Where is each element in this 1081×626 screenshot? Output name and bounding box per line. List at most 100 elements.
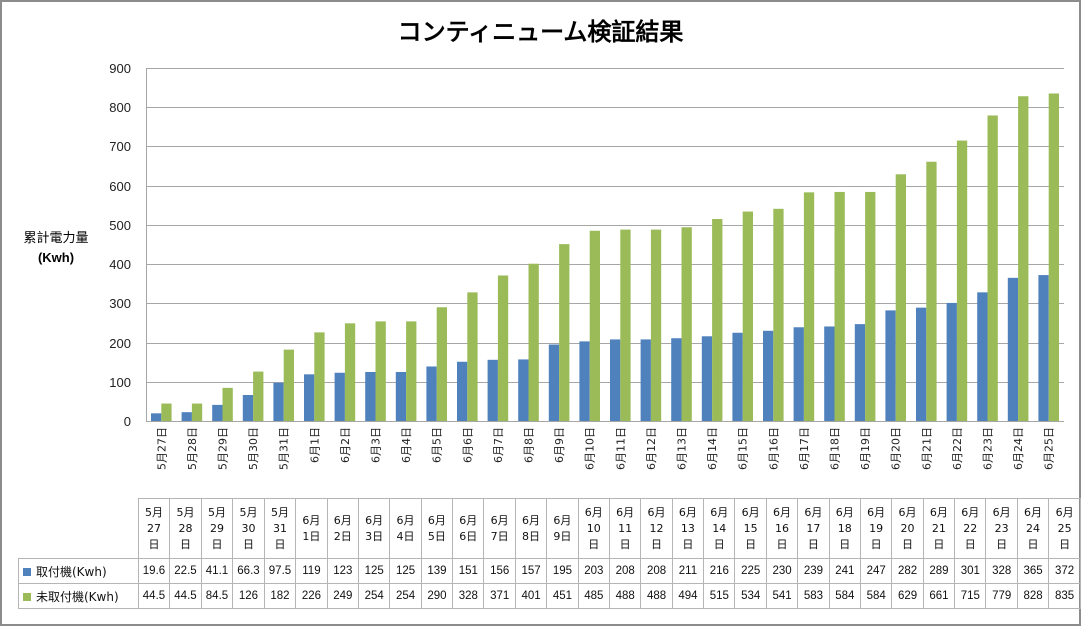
header-text-line: 日: [870, 537, 882, 551]
header-text-line: 6月: [1055, 505, 1074, 519]
y-tick-label: 600: [109, 179, 131, 194]
header-text-line: 日: [179, 537, 191, 551]
bar-series-2: [865, 191, 876, 421]
header-text-line: 日: [902, 537, 914, 551]
header-text-line: 日: [211, 537, 223, 551]
header-text-line: 6月: [773, 505, 792, 519]
table-header-row: 5月 27 日 5月 28 日 5月 29 日 5月 30 日 5月 31 日 6月 1日 6月 2日 6月 3日 6月 4…: [18, 498, 1081, 559]
bar-series-2: [956, 140, 968, 421]
table-value-cell: 828: [1016, 583, 1050, 609]
table-header-cell: 6月 18 日: [828, 498, 861, 559]
x-tick-label: 6月10日: [584, 427, 597, 470]
bar-series-2: [314, 332, 325, 421]
header-text-line: 日: [745, 537, 757, 551]
header-text-line: 6月: [553, 513, 572, 527]
table-value-cell: 534: [734, 583, 767, 609]
table-corner: [18, 498, 139, 559]
table-value-cell: 139: [420, 558, 454, 584]
table-value-cell: 225: [734, 558, 767, 584]
bar-series-2: [650, 229, 662, 421]
bar-series-2: [283, 349, 294, 421]
table-header-cell: 6月 17 日: [797, 498, 830, 559]
table-value-cell: 44.5: [137, 583, 171, 609]
x-tick-label: 6月22日: [951, 427, 964, 470]
header-text-line: 6月: [929, 505, 948, 519]
x-tick-label: 6月16日: [767, 427, 780, 470]
table-value-cell: 401: [514, 583, 548, 609]
header-text-line: 6日: [459, 529, 478, 543]
table-header-cell: 5月 31 日: [263, 498, 297, 559]
bar-series-2: [406, 321, 417, 421]
bar-series-2: [344, 323, 356, 421]
table-value-cell: 494: [671, 583, 705, 609]
table-value-cell: 97.5: [263, 558, 297, 584]
header-text-line: 6月: [961, 505, 980, 519]
header-text-line: 6月: [522, 513, 541, 527]
header-text-line: 6月: [804, 505, 823, 519]
table-value-cell: 488: [608, 583, 642, 609]
header-text-line: 29: [209, 521, 224, 535]
header-text-line: 5月: [239, 505, 258, 519]
y-tick-label: 700: [109, 139, 131, 154]
bars: [151, 93, 1059, 422]
header-text-line: 5月: [207, 505, 226, 519]
x-tick-label: 6月6日: [461, 427, 474, 463]
bar-series-2: [895, 174, 906, 421]
table-header-cell: 6月 22 日: [954, 498, 987, 559]
header-text-line: 日: [651, 537, 663, 551]
header-text-line: 5日: [427, 529, 446, 543]
x-tick-label: 6月8日: [523, 427, 536, 463]
bar-series-2: [987, 115, 998, 422]
data-table: 5月 27 日 5月 28 日 5月 29 日 5月 30 日 5月 31 日 6月 1日 6月 2日 6月 3日 6月 4…: [18, 498, 1081, 609]
x-tick-label: 5月30日: [247, 427, 260, 470]
x-tick-label: 6月1日: [308, 427, 321, 463]
bar-series-2: [926, 161, 937, 422]
bar-series-2: [559, 244, 570, 421]
x-axis-ticks: 5月27日 5月28日 5月29日 5月30日 5月31日 6月1日 6月2日 6月3日 6月4…: [155, 427, 1055, 470]
bar-series-1: [946, 302, 957, 421]
y-tick-label: 200: [109, 336, 131, 351]
bar-series-2: [161, 403, 172, 421]
x-tick-label: 6月24日: [1012, 427, 1025, 470]
header-text-line: 23: [994, 521, 1009, 535]
bar-series-2: [1018, 96, 1029, 422]
table-header-cell: 6月 24 日: [1016, 498, 1050, 559]
y-axis-ticks: 0 100 200 300 400 500 600 700 800 900: [109, 61, 131, 429]
table-value-cell: 289: [922, 558, 956, 584]
table-header-cell: 6月 15 日: [734, 498, 767, 559]
table-header-cell: 6月 23 日: [985, 498, 1018, 559]
x-tick-label: 5月27日: [155, 427, 168, 470]
bar-series-2: [834, 191, 845, 421]
table-value-cell: 249: [326, 583, 359, 609]
header-text-line: 6月: [616, 505, 635, 519]
bar-series-1: [763, 330, 774, 421]
x-tick-label: 5月28日: [186, 427, 199, 470]
table-value-cell: 41.1: [200, 558, 234, 584]
header-text-line: 6月: [647, 505, 666, 519]
header-text-line: 4日: [396, 529, 415, 543]
table-value-cell: 230: [765, 558, 799, 584]
table-header-cell: 6月 6日: [452, 498, 485, 559]
header-text-line: 21: [931, 521, 946, 535]
header-text-line: 17: [806, 521, 821, 535]
header-text-line: 日: [776, 537, 788, 551]
x-tick-label: 5月31日: [278, 427, 291, 470]
legend-swatch-blue: [23, 567, 31, 576]
bar-series-2: [620, 229, 631, 421]
table-header-cell: 6月 3日: [357, 498, 391, 559]
y-tick-label: 100: [109, 375, 131, 390]
x-tick-label: 6月15日: [737, 427, 750, 470]
header-text-line: 24: [1026, 521, 1041, 535]
table-header-cell: 6月 25 日: [1048, 498, 1081, 559]
x-tick-label: 6月3日: [370, 427, 383, 463]
header-text-line: 日: [588, 537, 600, 551]
bar-series-1: [151, 413, 162, 421]
table-value-cell: 151: [452, 558, 485, 584]
header-text-line: 日: [274, 537, 286, 551]
table-value-cell: 584: [859, 583, 893, 609]
table-value-cell: 125: [389, 558, 422, 584]
bar-series-1: [977, 292, 988, 421]
table-header-cell: 6月 12 日: [640, 498, 673, 559]
table-value-cell: 835: [1048, 583, 1081, 609]
